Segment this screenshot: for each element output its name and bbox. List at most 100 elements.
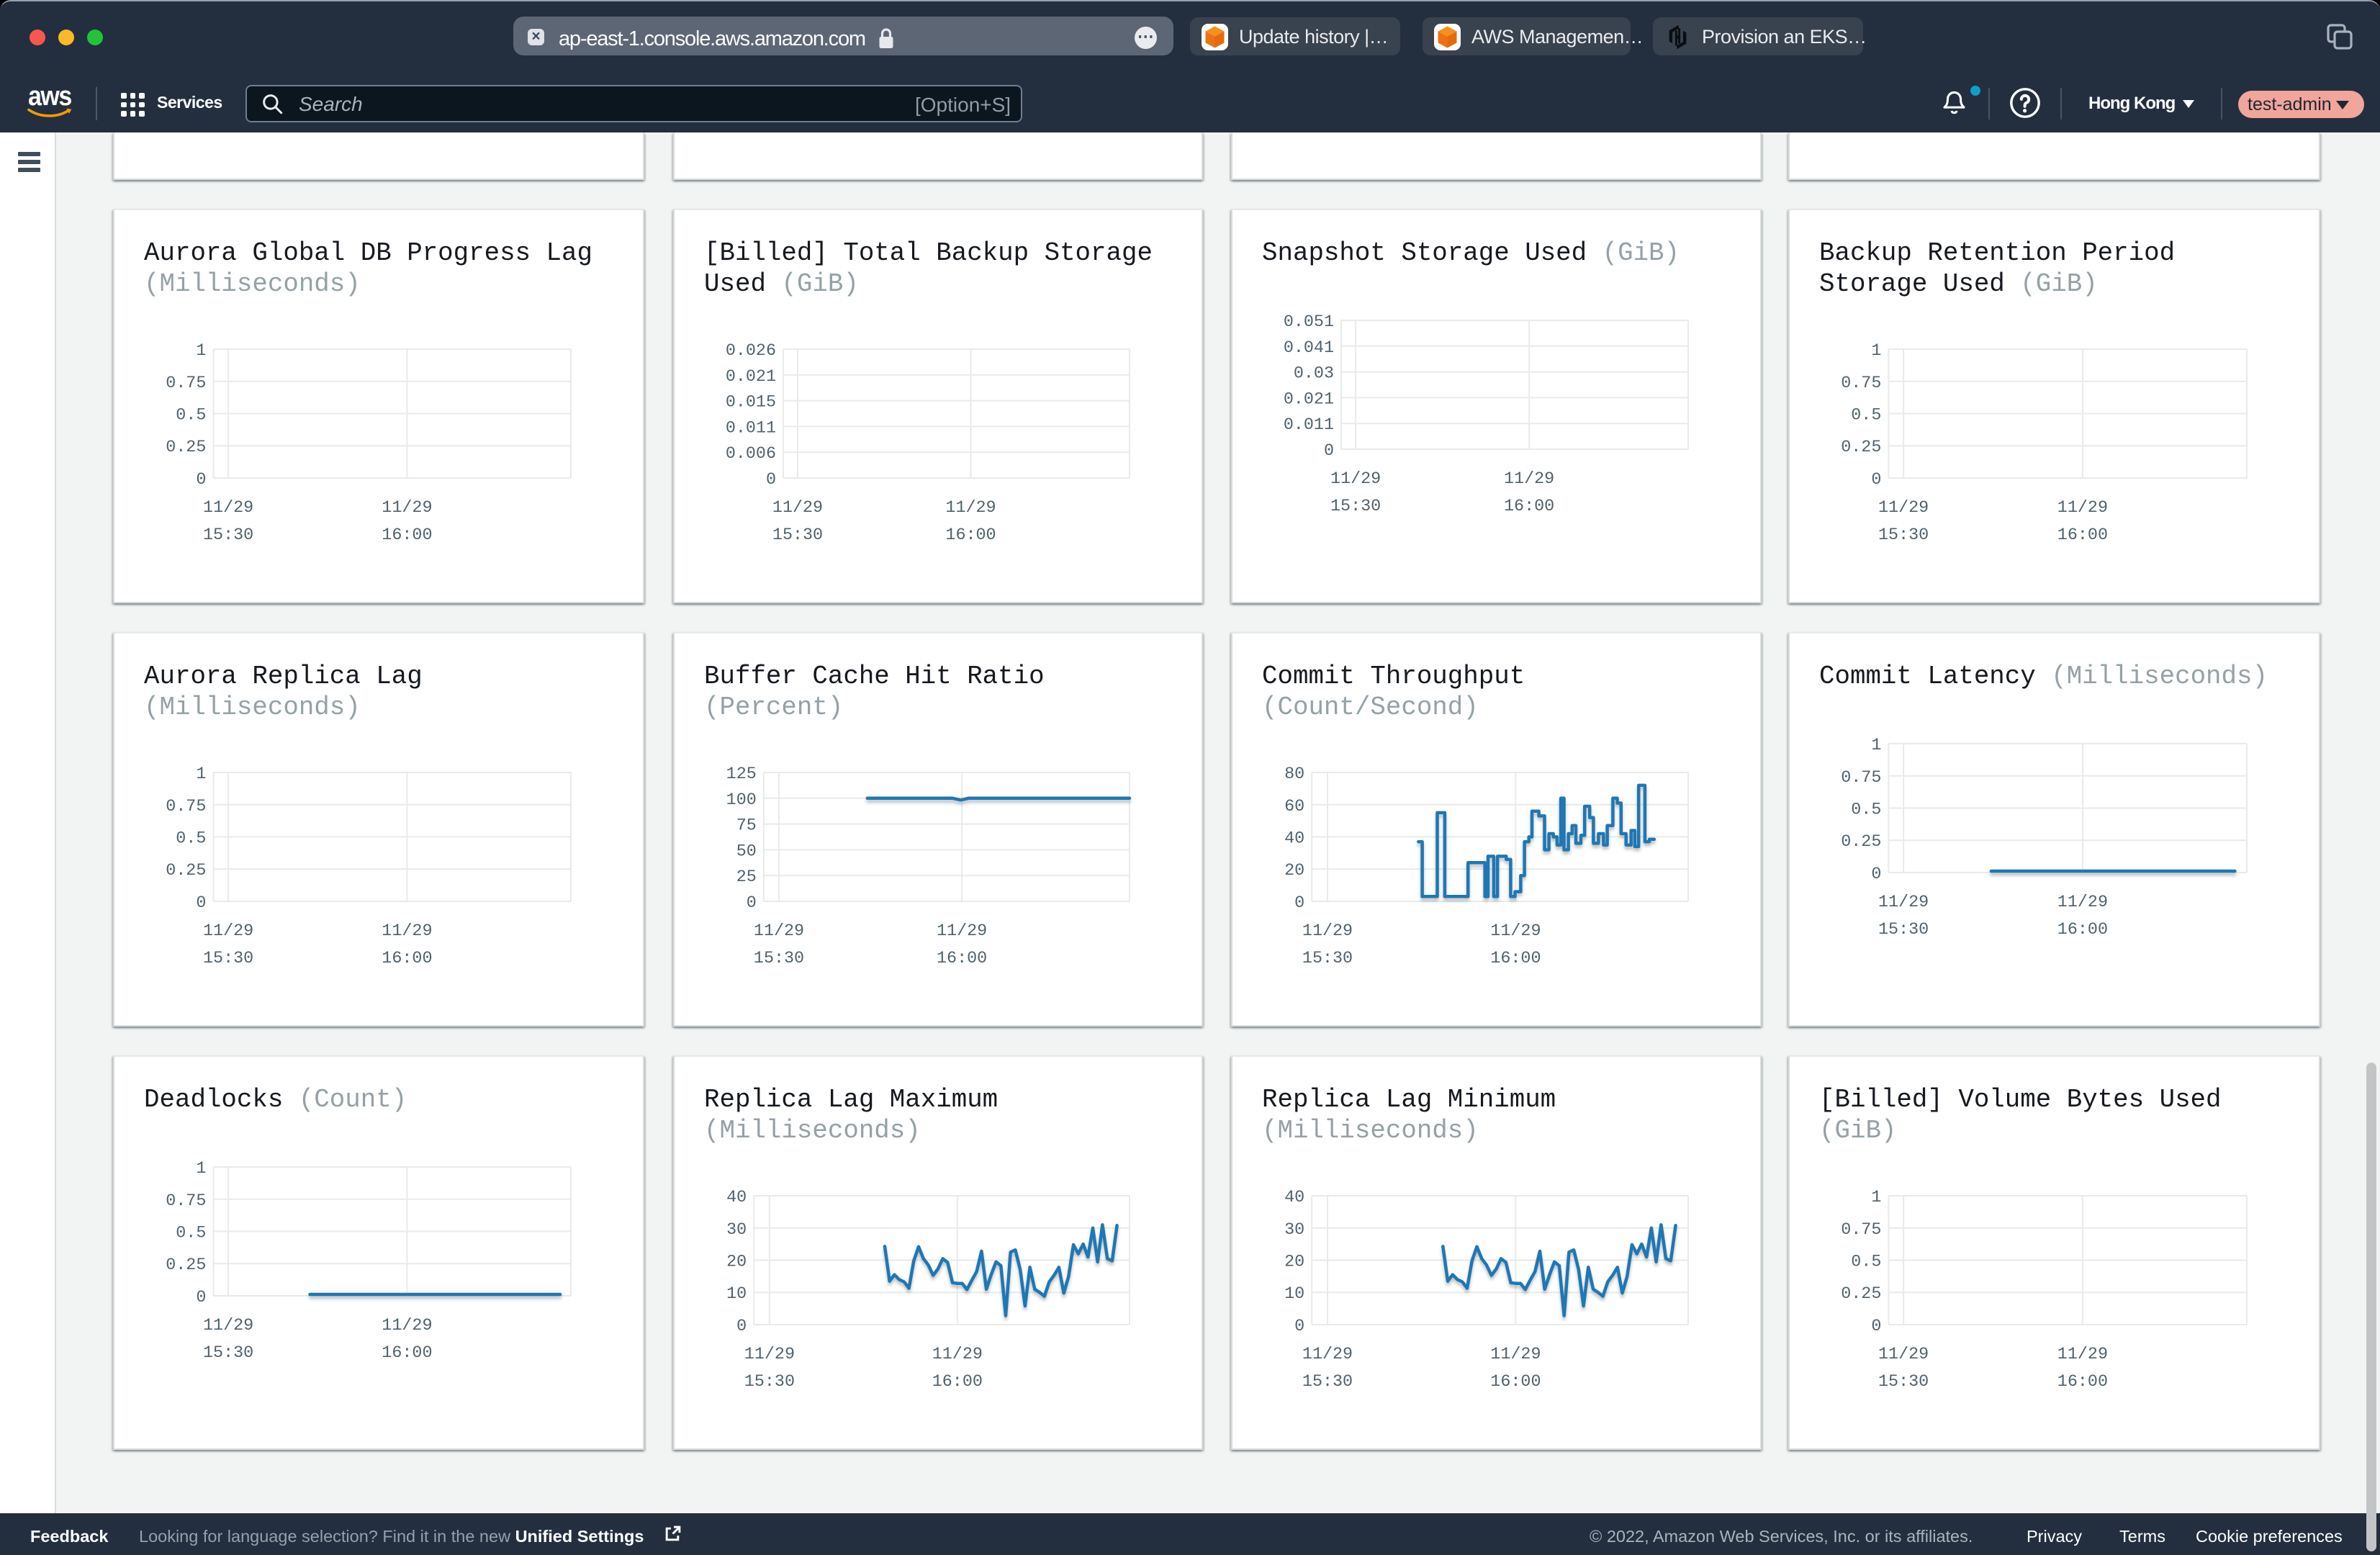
svg-text:0.021: 0.021: [1284, 390, 1334, 409]
svg-text:20: 20: [1284, 862, 1304, 880]
svg-text:11/29: 11/29: [2057, 499, 2108, 518]
svg-text:(Milliseconds): (Milliseconds): [1262, 1116, 1479, 1145]
svg-text:Aurora Global DB Progress Lag: Aurora Global DB Progress Lag: [144, 238, 592, 268]
svg-text:15:30: 15:30: [1878, 921, 1929, 939]
svg-text:Commit Latency (Milliseconds): Commit Latency (Milliseconds): [1819, 662, 2268, 691]
svg-text:(Percent): (Percent): [704, 693, 843, 722]
svg-text:0: 0: [766, 471, 776, 490]
svg-text:16:00: 16:00: [1504, 497, 1554, 516]
svg-text:0: 0: [1871, 865, 1881, 884]
svg-text:(Count/Second): (Count/Second): [1262, 693, 1479, 722]
svg-text:11/29: 11/29: [1878, 893, 1929, 912]
svg-text:11/29: 11/29: [1490, 922, 1541, 941]
svg-text:11/29: 11/29: [945, 499, 996, 518]
svg-text:0.015: 0.015: [726, 394, 776, 413]
svg-text:0.75: 0.75: [1841, 1221, 1881, 1240]
svg-text:0: 0: [1294, 894, 1304, 913]
svg-text:Replica Lag Maximum: Replica Lag Maximum: [704, 1085, 998, 1114]
svg-text:11/29: 11/29: [1878, 499, 1929, 518]
svg-text:11/29: 11/29: [1490, 1346, 1541, 1364]
svg-text:11/29: 11/29: [1302, 922, 1353, 941]
svg-text:20: 20: [726, 1253, 747, 1272]
svg-text:0.5: 0.5: [1851, 407, 1881, 425]
svg-text:15:30: 15:30: [772, 526, 823, 545]
svg-text:1: 1: [196, 1160, 206, 1178]
svg-text:0.03: 0.03: [1294, 365, 1334, 384]
svg-text:15:30: 15:30: [1302, 950, 1353, 968]
svg-text:11/29: 11/29: [1330, 470, 1381, 489]
svg-text:60: 60: [1284, 798, 1304, 816]
svg-text:0.5: 0.5: [1851, 1253, 1881, 1272]
svg-text:80: 80: [1284, 765, 1304, 784]
svg-text:16:00: 16:00: [2057, 1373, 2108, 1392]
svg-text:Snapshot Storage Used (GiB): Snapshot Storage Used (GiB): [1262, 238, 1680, 268]
svg-text:Used (GiB): Used (GiB): [704, 269, 859, 299]
svg-text:1: 1: [1871, 736, 1881, 755]
svg-text:20: 20: [1284, 1253, 1304, 1272]
svg-text:30: 30: [726, 1221, 747, 1240]
svg-text:15:30: 15:30: [203, 1344, 253, 1363]
svg-text:(GiB): (GiB): [1819, 1116, 1896, 1145]
svg-text:125: 125: [726, 765, 757, 784]
svg-text:0.25: 0.25: [1841, 438, 1881, 457]
svg-text:16:00: 16:00: [2057, 526, 2108, 545]
svg-text:1: 1: [196, 342, 206, 361]
svg-text:11/29: 11/29: [1878, 1346, 1929, 1364]
svg-text:15:30: 15:30: [203, 526, 253, 545]
svg-text:0: 0: [196, 894, 206, 913]
svg-text:0.25: 0.25: [166, 1256, 206, 1275]
svg-text:16:00: 16:00: [2057, 921, 2108, 939]
svg-text:0: 0: [1871, 1317, 1881, 1336]
svg-text:Replica Lag Minimum: Replica Lag Minimum: [1262, 1085, 1556, 1114]
svg-text:0: 0: [196, 471, 206, 490]
svg-text:40: 40: [1284, 1189, 1304, 1207]
svg-text:0: 0: [747, 894, 757, 913]
svg-text:30: 30: [1284, 1221, 1304, 1240]
svg-text:0.75: 0.75: [166, 374, 206, 393]
svg-text:aws: aws: [28, 82, 71, 111]
svg-text:11/29: 11/29: [382, 922, 432, 941]
svg-text:0.026: 0.026: [726, 342, 776, 361]
svg-text:0.25: 0.25: [1841, 1285, 1881, 1304]
svg-text:11/29: 11/29: [2057, 1346, 2108, 1364]
svg-text:0.5: 0.5: [176, 407, 206, 425]
svg-text:Storage Used (GiB): Storage Used (GiB): [1819, 269, 2098, 299]
svg-text:0.041: 0.041: [1284, 339, 1334, 358]
svg-text:11/29: 11/29: [203, 1317, 253, 1335]
svg-text:(Milliseconds): (Milliseconds): [144, 693, 361, 722]
svg-text:0.75: 0.75: [1841, 374, 1881, 393]
svg-text:16:00: 16:00: [1490, 950, 1541, 968]
svg-text:0: 0: [1294, 1317, 1304, 1336]
svg-text:1: 1: [1871, 1189, 1881, 1207]
svg-text:0.5: 0.5: [1851, 801, 1881, 820]
svg-text:15:30: 15:30: [1878, 1373, 1929, 1392]
svg-text:11/29: 11/29: [1504, 470, 1554, 489]
svg-text:11/29: 11/29: [744, 1346, 795, 1364]
svg-text:16:00: 16:00: [932, 1373, 983, 1392]
svg-text:15:30: 15:30: [1302, 1373, 1353, 1392]
svg-text:15:30: 15:30: [754, 950, 804, 968]
svg-text:10: 10: [1284, 1285, 1304, 1304]
svg-text:Backup Retention Period: Backup Retention Period: [1819, 238, 2175, 268]
svg-text:11/29: 11/29: [2057, 893, 2108, 912]
svg-text:0.011: 0.011: [726, 419, 776, 438]
svg-text:11/29: 11/29: [937, 922, 987, 941]
svg-text:0.75: 0.75: [166, 1192, 206, 1211]
svg-text:0.25: 0.25: [166, 862, 206, 880]
svg-text:(Milliseconds): (Milliseconds): [144, 269, 361, 299]
svg-text:Deadlocks (Count): Deadlocks (Count): [144, 1085, 407, 1114]
svg-text:15:30: 15:30: [1330, 497, 1381, 516]
svg-text:16:00: 16:00: [382, 1344, 432, 1363]
svg-text:1: 1: [1871, 342, 1881, 361]
svg-text:0.021: 0.021: [726, 368, 776, 387]
svg-text:16:00: 16:00: [1490, 1373, 1541, 1392]
svg-text:16:00: 16:00: [382, 526, 432, 545]
svg-text:0: 0: [1871, 471, 1881, 490]
svg-text:40: 40: [1284, 830, 1304, 849]
svg-text:0.051: 0.051: [1284, 313, 1334, 332]
svg-text:Commit Throughput: Commit Throughput: [1262, 662, 1525, 691]
svg-text:11/29: 11/29: [932, 1346, 983, 1364]
svg-text:15:30: 15:30: [1878, 526, 1929, 545]
svg-text:0.25: 0.25: [1841, 833, 1881, 852]
svg-text:16:00: 16:00: [945, 526, 996, 545]
